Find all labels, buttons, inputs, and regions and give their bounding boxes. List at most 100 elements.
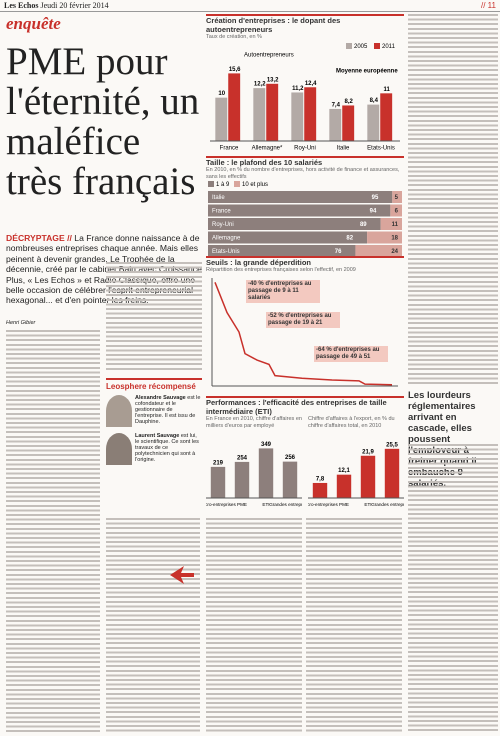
plot: -40 % d'entreprises au passage de 9 à 11… bbox=[211, 277, 398, 386]
bar-segment bbox=[208, 218, 381, 230]
rule bbox=[0, 11, 500, 12]
chart: Performances : l'efficacité des entrepri… bbox=[200, 396, 414, 521]
bar-segment bbox=[390, 204, 402, 217]
chart-subtitle: Répartition des entreprises françaises s… bbox=[206, 267, 356, 273]
plot: 1 à 9 10 et plus 95 5 Italie 94 6 France 89 11 Roy… bbox=[208, 181, 402, 257]
date: Jeudi 20 février 2014 bbox=[40, 1, 109, 10]
rubric: enquête bbox=[6, 14, 61, 33]
box-title: Leosphere récompensé bbox=[106, 378, 202, 391]
bar bbox=[282, 461, 298, 498]
bar-segment bbox=[367, 231, 402, 244]
bar-segment bbox=[380, 218, 402, 230]
value-label: 12,4 bbox=[305, 80, 317, 86]
bar-segment bbox=[208, 245, 356, 257]
bar bbox=[336, 474, 352, 498]
chart-subtitle: Chiffre d'affaires à l'export, en % du c… bbox=[308, 416, 395, 429]
value-label: 12,2 bbox=[254, 81, 266, 87]
annotation: -40 % d'entreprises au passage de 9 à 11… bbox=[246, 279, 320, 303]
arrow bbox=[170, 566, 194, 584]
body-text bbox=[206, 518, 302, 734]
portrait bbox=[106, 395, 132, 427]
value-label: 8,2 bbox=[345, 99, 354, 105]
box: Leosphere récompensé Alexandre Sauvage e… bbox=[106, 378, 202, 514]
value-label: 6 bbox=[395, 209, 399, 215]
value-label: 82 bbox=[346, 236, 353, 242]
person-text: est lui, le scientifique. Ce sont les tr… bbox=[135, 433, 199, 463]
category-label: PME bbox=[237, 502, 247, 507]
chart-subtitle: Taux de création, en % bbox=[206, 34, 262, 40]
chart-title: Création d'entreprises : le dopant des a… bbox=[206, 16, 341, 34]
legend-swatch bbox=[346, 42, 352, 49]
body-text bbox=[408, 14, 498, 386]
value-label: 15,6 bbox=[229, 66, 241, 72]
bar bbox=[228, 72, 241, 141]
value-label: 24 bbox=[391, 249, 398, 255]
value-label: 12,1 bbox=[338, 468, 350, 474]
value-label: 11,2 bbox=[292, 86, 304, 92]
chart: Création d'entreprises : le dopant des a… bbox=[206, 14, 404, 154]
category-label: Allemagne* bbox=[252, 145, 283, 151]
headline: PME pour l'éternité, un maléfice très fr… bbox=[6, 40, 200, 203]
bar bbox=[266, 83, 279, 141]
plot: 2005 10 12,2 11,2 7,4 8,4 2011 15,6 13,2 12,4 8,2 1… bbox=[210, 42, 400, 151]
legend-label: 10 et plus bbox=[242, 182, 268, 188]
bar bbox=[329, 108, 342, 141]
portrait bbox=[106, 433, 132, 465]
category-label: Etats-Unis bbox=[212, 249, 240, 255]
category-label: Roy-Uni bbox=[212, 222, 234, 228]
chart-title: Performances : l'efficacité des entrepri… bbox=[206, 398, 387, 416]
value-label: 76 bbox=[335, 249, 342, 255]
category-label: ETI bbox=[262, 502, 269, 507]
bar bbox=[215, 97, 228, 141]
annotation: -52 % d'entreprises au passage de 19 à 2… bbox=[266, 311, 340, 328]
person-name: Alexandre Sauvage bbox=[135, 395, 186, 401]
category-label: Etats-Unis bbox=[367, 145, 395, 151]
person-text: est le cofondateur et le gestionnaire de… bbox=[135, 395, 201, 425]
bar-segment bbox=[208, 191, 393, 203]
bar bbox=[312, 482, 328, 498]
chart: Seuils : la grande déperdition Répartitio… bbox=[206, 256, 404, 394]
value-label: 349 bbox=[261, 442, 272, 448]
bar bbox=[291, 91, 304, 141]
bar bbox=[253, 87, 266, 141]
panel: Chiffre d'affaires à l'export, en % du c… bbox=[302, 416, 413, 521]
annotation-box: -40 % d'entreprises au passage de 9 à 11… bbox=[246, 279, 320, 303]
body-text bbox=[106, 518, 200, 734]
value-label: 94 bbox=[370, 209, 377, 215]
legend-label: 1 à 9 bbox=[216, 182, 230, 188]
value-label: 8,4 bbox=[370, 98, 379, 104]
bar-segment bbox=[208, 204, 391, 217]
legend-label: 2005 bbox=[354, 44, 368, 50]
value-label: 7,4 bbox=[332, 102, 341, 108]
bar bbox=[210, 466, 226, 498]
header: Les Echos Jeudi 20 février 2014 bbox=[4, 1, 109, 10]
bar bbox=[342, 104, 355, 141]
body-text bbox=[408, 444, 498, 734]
kicker: DÉCRYPTAGE // bbox=[6, 233, 72, 243]
byline: Henri Gibier bbox=[6, 320, 36, 326]
panels: En France en 2010, chiffre d'affaires en… bbox=[200, 416, 413, 521]
chart-title: Taille : le plafond des 10 salariés bbox=[206, 158, 323, 167]
category-label: Micro-entreprises bbox=[308, 502, 338, 507]
value-label: 95 bbox=[372, 195, 379, 201]
value-label: 11 bbox=[384, 86, 391, 92]
plot: 219 Micro-entreprises 254 PME 349 ETI 256 Grand… bbox=[200, 442, 311, 507]
panel: En France en 2010, chiffre d'affaires en… bbox=[200, 416, 311, 521]
value-label: 13,2 bbox=[267, 77, 279, 83]
chart-subtitle: En 2010, en % du nombre d'entreprises, h… bbox=[206, 167, 400, 180]
value-label: 254 bbox=[237, 455, 248, 461]
line bbox=[214, 281, 393, 385]
value-label: 7,8 bbox=[316, 477, 325, 483]
category-label: France bbox=[220, 145, 239, 151]
value-label: 21,9 bbox=[362, 449, 374, 455]
lede: DÉCRYPTAGE // La France donne naissance … bbox=[6, 233, 202, 306]
bar bbox=[380, 92, 393, 141]
legend-swatch bbox=[234, 181, 240, 187]
bar-segment bbox=[355, 245, 402, 257]
body-text bbox=[306, 518, 402, 734]
category-label: PME bbox=[339, 502, 349, 507]
legend-swatch bbox=[374, 42, 380, 49]
category-label: ETI bbox=[364, 502, 371, 507]
bar bbox=[258, 448, 274, 498]
plot: 7,8 Micro-entreprises 12,1 PME 21,9 ETI 25,5 Gr… bbox=[302, 442, 413, 507]
